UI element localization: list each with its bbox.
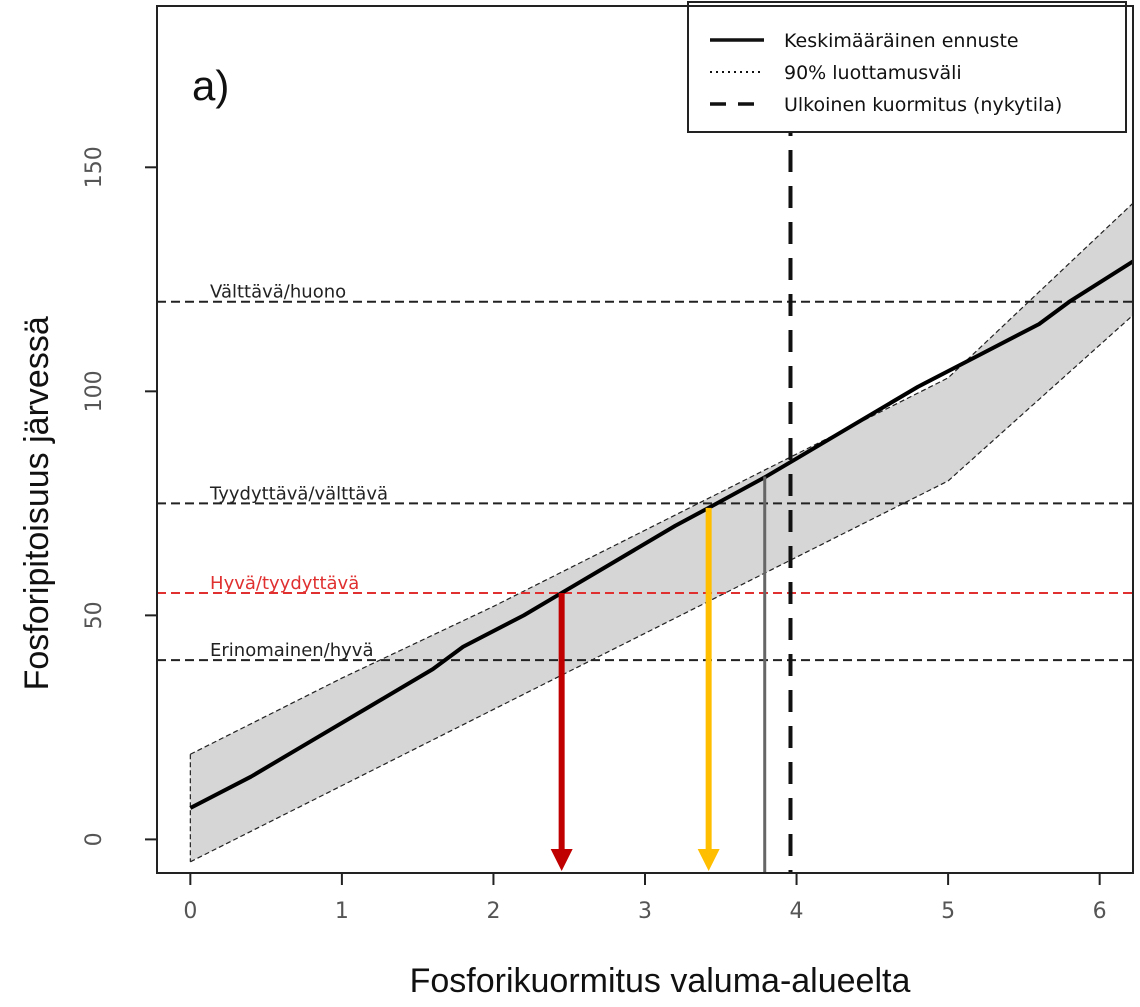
x-tick-label-4: 4 <box>790 899 804 924</box>
legend-label-3: Ulkoinen kuormitus (nykytila) <box>784 94 1062 116</box>
reference-line-label-1: Välttävä/huono <box>210 282 346 303</box>
x-tick-label-1: 1 <box>335 899 349 924</box>
x-tick-label-6: 6 <box>1093 899 1107 924</box>
legend-label-2: 90% luottamusväli <box>784 62 962 84</box>
band-upper-line <box>190 202 1133 755</box>
band-lower-line <box>190 314 1133 863</box>
x-axis-title: Fosforikuormitus valuma-alueelta <box>410 962 911 1000</box>
x-tick-label-3: 3 <box>638 899 652 924</box>
x-tick-label-2: 2 <box>486 899 500 924</box>
y-axis-title: Fosforipitoisuus järvessä <box>18 316 56 690</box>
reference-line-label-3: Hyvä/tyydyttävä <box>210 573 359 594</box>
reference-line-label-4: Erinomainen/hyvä <box>210 640 373 661</box>
arrow-head-2 <box>697 849 720 871</box>
arrow-head-1 <box>550 849 573 871</box>
y-tick-label-2: 100 <box>82 370 107 412</box>
x-tick-label-5: 5 <box>941 899 955 924</box>
reference-line-label-2: Tyydyttävä/välttävä <box>209 483 388 504</box>
y-tick-label-3: 150 <box>82 146 107 188</box>
y-tick-label-0: 0 <box>82 832 107 846</box>
y-tick-label-1: 50 <box>82 601 107 629</box>
legend: Keskimääräinen ennuste 90% luottamusväli U… <box>687 1 1127 133</box>
mean-prediction-line <box>189 259 1133 810</box>
legend-box <box>687 1 1127 133</box>
panel-label: a) <box>192 62 229 109</box>
legend-label-1: Keskimääräinen ennuste <box>784 30 1019 52</box>
plot-area: Välttävä/huono Tyydyttävä/välttävä Hyvä/ty… <box>157 6 1133 873</box>
x-tick-label-0: 0 <box>183 899 197 924</box>
